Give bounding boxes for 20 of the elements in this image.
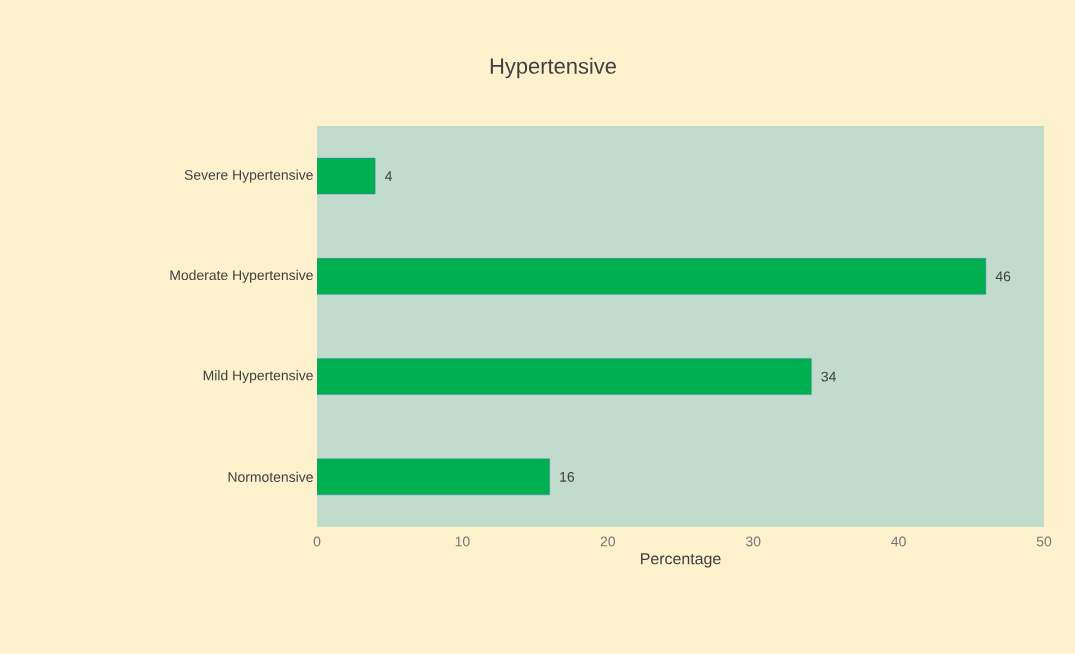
data-label: 4	[385, 171, 393, 181]
bar	[317, 458, 550, 496]
y-tick-label: Severe Hypertensive	[184, 169, 313, 183]
data-label: 16	[560, 471, 575, 482]
x-tick-label: 20	[600, 536, 616, 547]
x-tick-label: 50	[1036, 536, 1052, 547]
data-label: 34	[821, 371, 836, 382]
bar	[317, 358, 812, 395]
bar	[317, 157, 376, 195]
y-tick-label: Moderate Hypertensive	[170, 269, 313, 283]
x-axis-title: Percentage	[641, 553, 721, 568]
x-tick-label: 10	[455, 536, 470, 547]
data-label: 46	[995, 271, 1011, 282]
bar	[317, 258, 987, 295]
chart-title: Hypertensive	[490, 57, 616, 79]
x-tick-label: 0	[313, 536, 321, 547]
x-tick-label: 40	[891, 536, 906, 547]
y-tick-label: Normotensive	[228, 471, 313, 482]
x-tick-label: 30	[745, 536, 761, 547]
y-tick-label: Mild Hypertensive	[203, 370, 313, 384]
